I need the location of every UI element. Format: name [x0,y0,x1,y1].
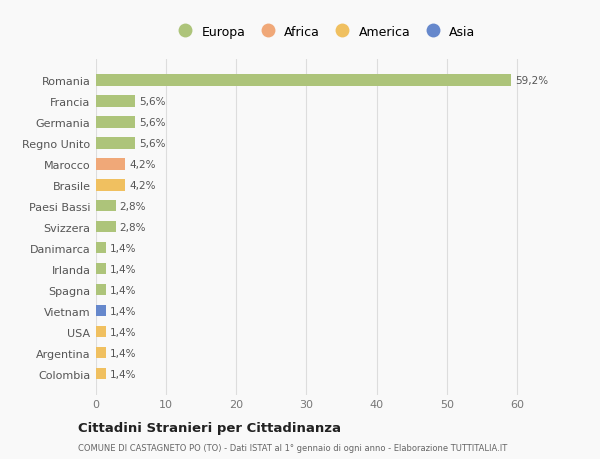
Bar [96,242,106,254]
Bar [96,75,511,86]
Text: 2,8%: 2,8% [119,222,146,232]
Text: 1,4%: 1,4% [109,327,136,337]
Text: 59,2%: 59,2% [515,76,548,86]
Text: 1,4%: 1,4% [109,243,136,253]
Text: 5,6%: 5,6% [139,139,165,148]
Bar [96,347,106,358]
Legend: Europa, Africa, America, Asia: Europa, Africa, America, Asia [173,26,475,39]
Bar [96,201,116,212]
Text: COMUNE DI CASTAGNETO PO (TO) - Dati ISTAT al 1° gennaio di ogni anno - Elaborazi: COMUNE DI CASTAGNETO PO (TO) - Dati ISTA… [78,443,507,452]
Bar [96,138,135,149]
Text: 5,6%: 5,6% [139,118,165,128]
Text: 5,6%: 5,6% [139,96,165,106]
Bar [96,159,125,170]
Text: 1,4%: 1,4% [109,264,136,274]
Bar [96,221,116,233]
Bar [96,284,106,296]
Bar [96,305,106,317]
Text: 1,4%: 1,4% [109,369,136,379]
Text: 4,2%: 4,2% [129,180,155,190]
Text: Cittadini Stranieri per Cittadinanza: Cittadini Stranieri per Cittadinanza [78,421,341,434]
Bar [96,179,125,191]
Bar [96,368,106,380]
Text: 4,2%: 4,2% [129,159,155,169]
Bar [96,326,106,338]
Text: 1,4%: 1,4% [109,285,136,295]
Bar [96,263,106,275]
Bar [96,96,135,107]
Text: 1,4%: 1,4% [109,348,136,358]
Text: 1,4%: 1,4% [109,306,136,316]
Bar [96,117,135,128]
Text: 2,8%: 2,8% [119,202,146,211]
